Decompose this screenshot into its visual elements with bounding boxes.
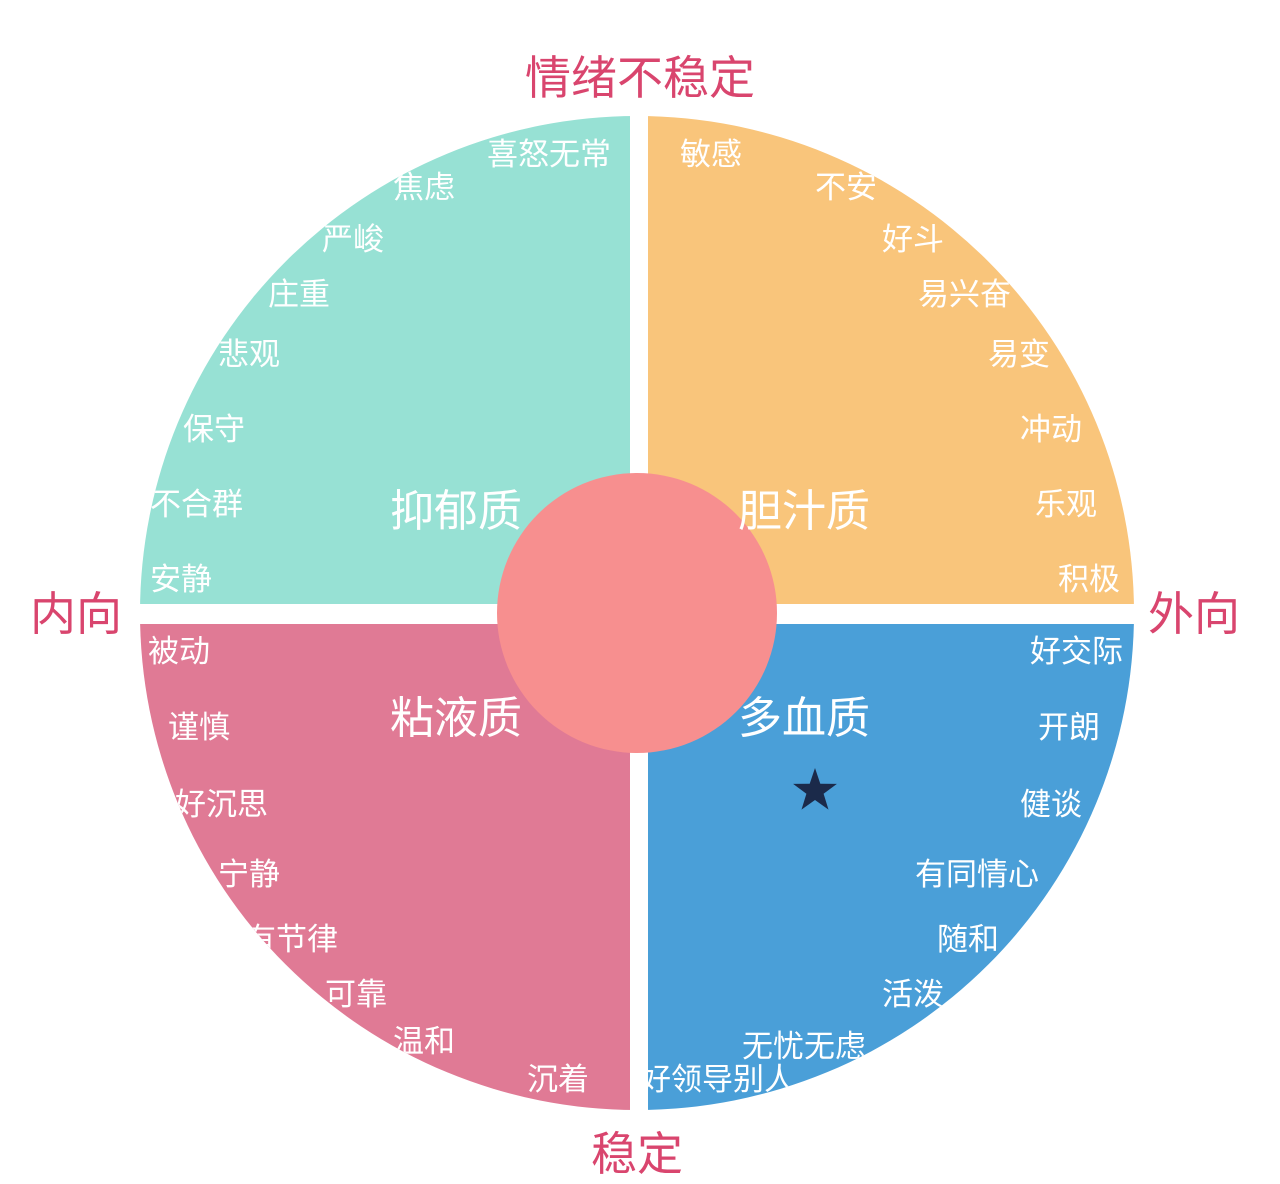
star-icon [793, 768, 837, 810]
trait-label: 易兴奋 [918, 277, 1011, 313]
trait-label: 冲动 [1020, 412, 1082, 448]
trait-label: 安静 [150, 562, 212, 598]
trait-label: 乐观 [1035, 487, 1097, 523]
trait-label: 开朗 [1038, 710, 1100, 746]
trait-label: 温和 [393, 1024, 455, 1060]
quadrant-name-phlegmatic: 粘液质 [390, 693, 522, 744]
trait-label: 宁静 [218, 857, 280, 893]
quadrant-name-choleric: 胆汁质 [738, 486, 870, 537]
trait-label: 庄重 [268, 277, 330, 313]
axis-label-top: 情绪不稳定 [525, 51, 755, 105]
trait-label: 积极 [1058, 562, 1120, 598]
trait-label: 保守 [183, 412, 245, 448]
trait-label: 可靠 [325, 977, 387, 1013]
center-circle [497, 473, 777, 753]
trait-label: 喜怒无常 [487, 137, 611, 173]
trait-label: 谨慎 [168, 710, 230, 746]
trait-label: 敏感 [680, 137, 742, 173]
trait-label: 沉着 [527, 1062, 589, 1098]
quadrant-name-melancholic: 抑郁质 [390, 486, 522, 537]
trait-label: 易变 [988, 337, 1050, 373]
trait-label: 健谈 [1020, 787, 1082, 823]
trait-label: 悲观 [218, 337, 280, 373]
axis-label-right: 外向 [1148, 587, 1240, 641]
trait-label: 好领导别人 [640, 1062, 795, 1098]
trait-label: 好斗 [882, 222, 944, 258]
trait-label: 被动 [148, 634, 210, 670]
trait-label: 不安 [815, 170, 877, 206]
trait-label: 好交际 [1030, 634, 1123, 670]
quadrant-name-sanguine: 多血质 [738, 693, 870, 744]
trait-label: 焦虑 [393, 170, 455, 206]
trait-label: 严峻 [322, 222, 384, 258]
trait-label: 活泼 [882, 977, 944, 1013]
trait-label: 有同情心 [915, 857, 1039, 893]
trait-label: 不合群 [150, 487, 243, 523]
trait-label: 无忧无虑 [742, 1029, 866, 1065]
trait-label: 随和 [937, 922, 999, 958]
axis-label-bottom: 稳定 [591, 1127, 683, 1181]
axis-label-left: 内向 [30, 587, 122, 641]
trait-label: 好沉思 [175, 787, 268, 823]
trait-label: 有节律 [245, 922, 338, 958]
